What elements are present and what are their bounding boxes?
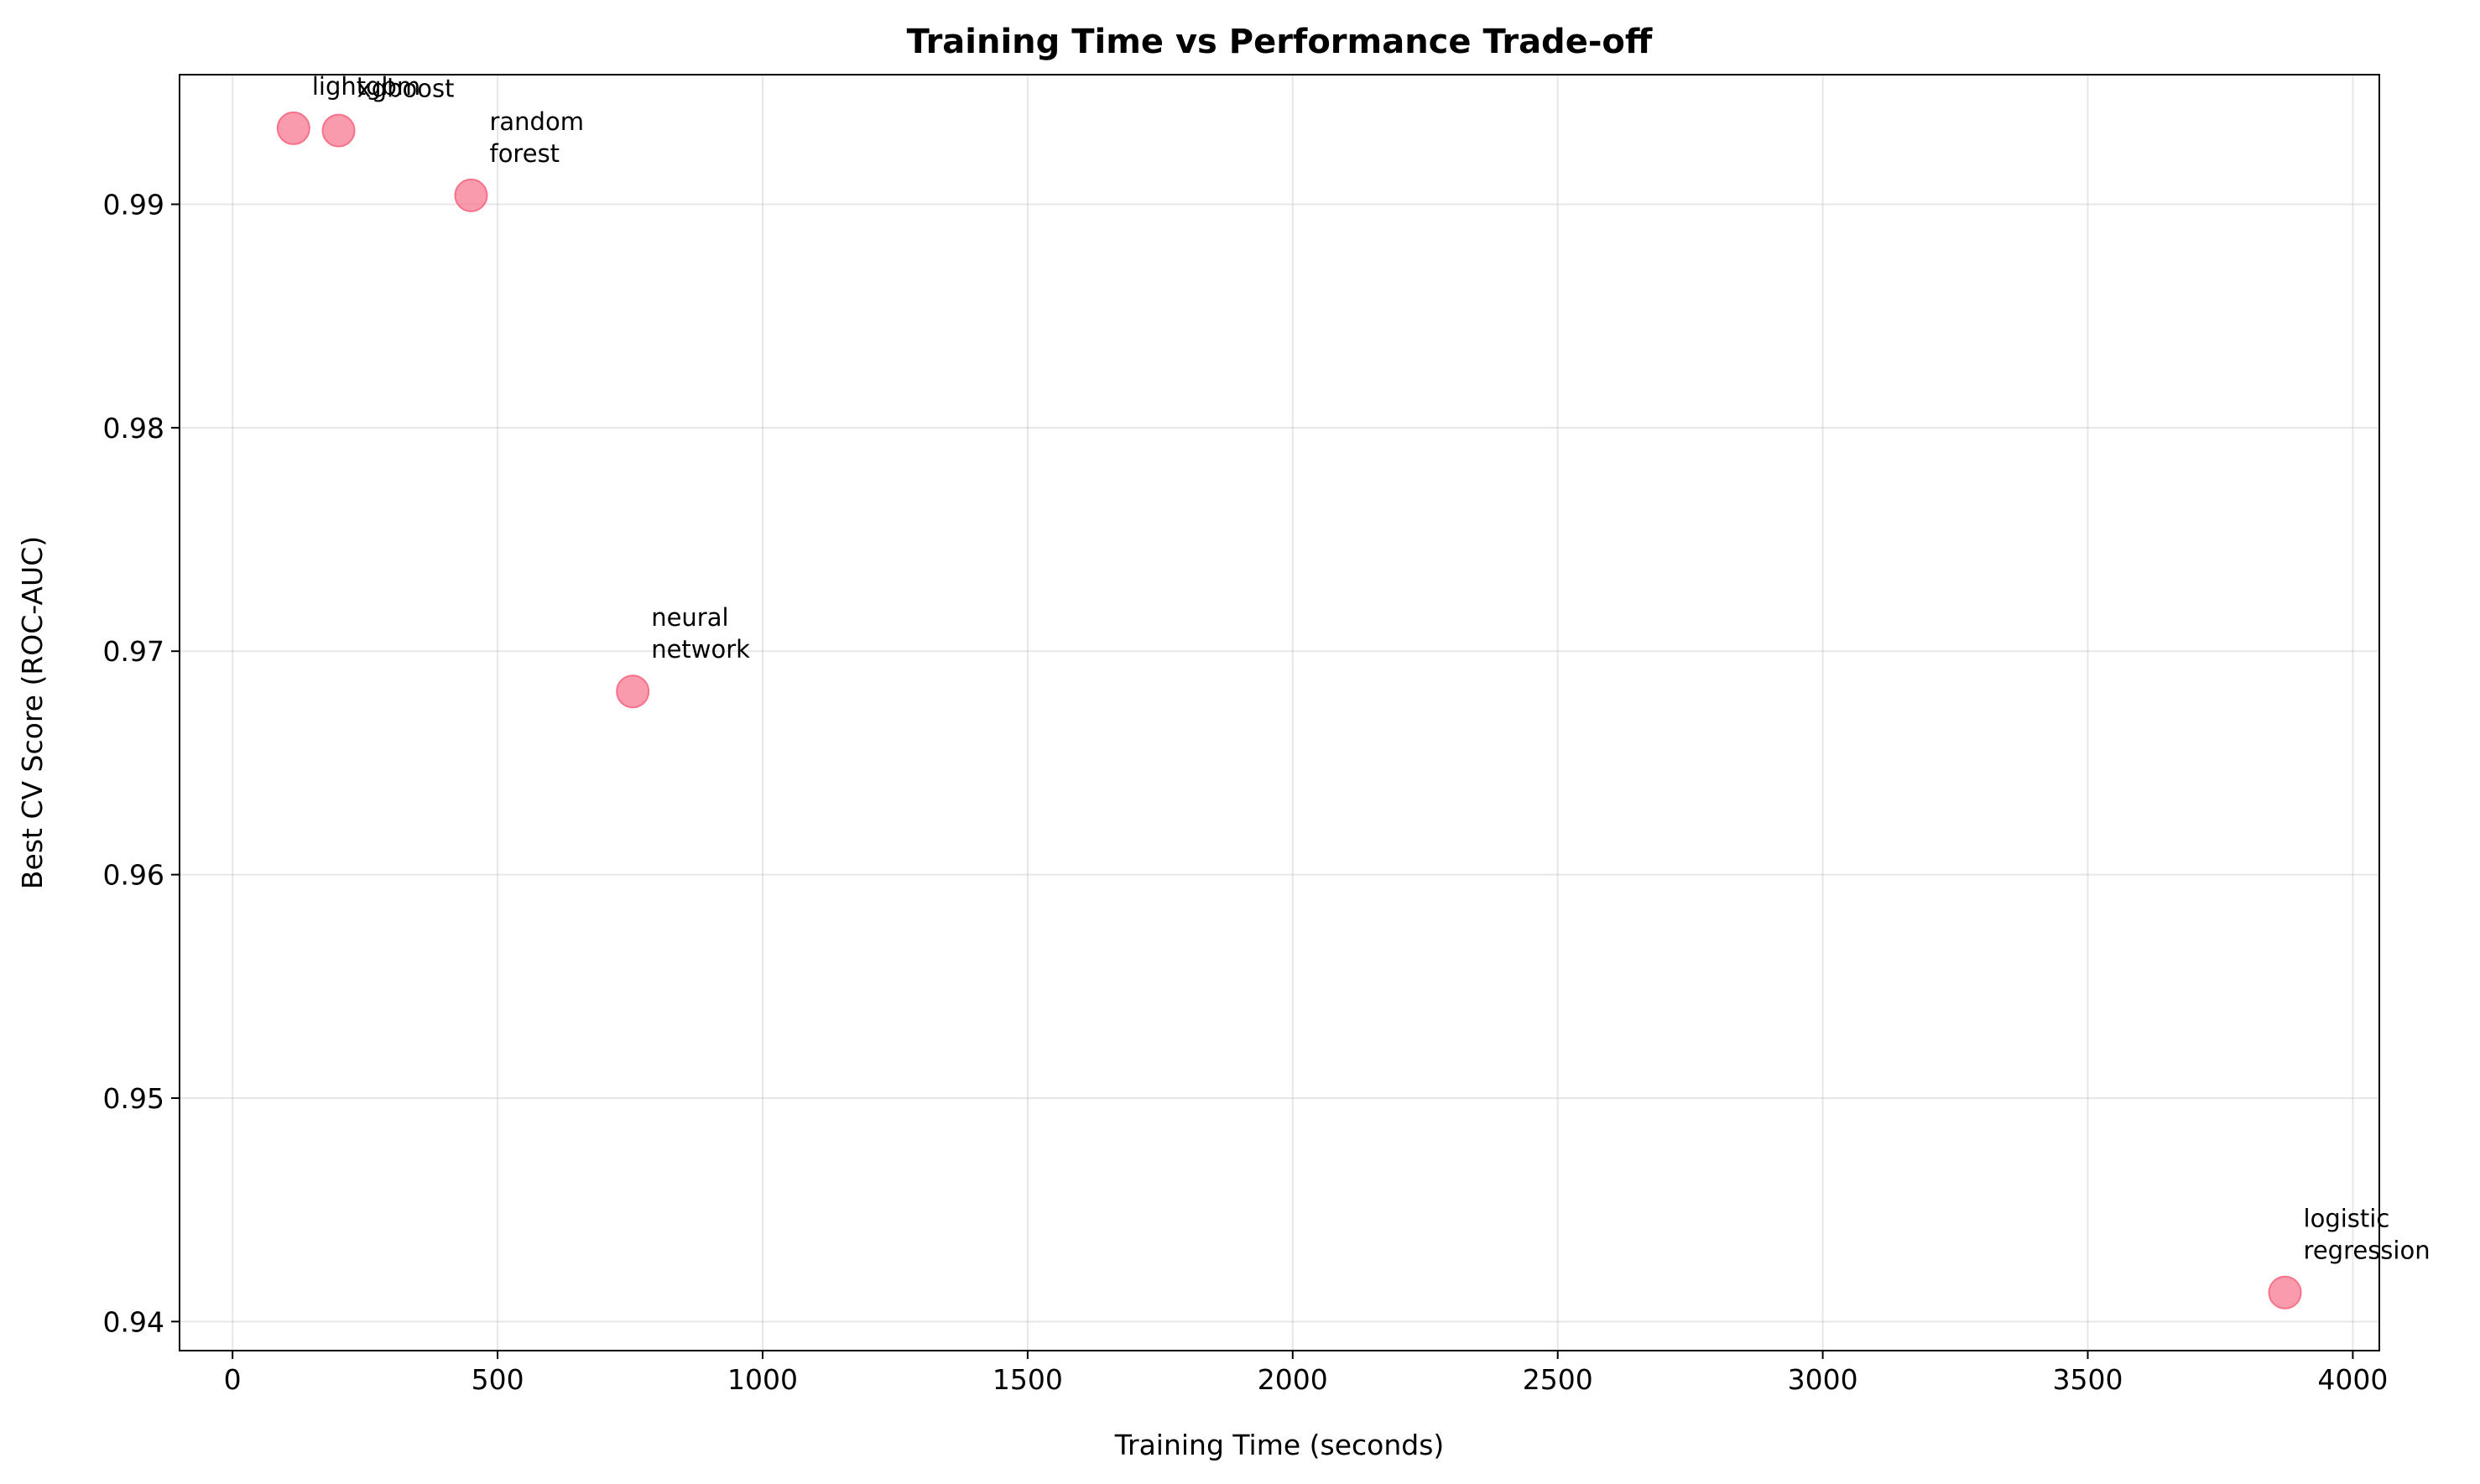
data-point xyxy=(321,113,356,148)
plot-area-frame xyxy=(179,74,2380,1351)
y-tick-label: 0.97 xyxy=(103,635,164,668)
y-axis-label: Best CV Score (ROC-AUC) xyxy=(16,536,49,889)
x-tick-label: 1500 xyxy=(993,1363,1063,1396)
y-tick-label: 0.98 xyxy=(103,412,164,445)
point-label: xgboost xyxy=(357,75,455,103)
point-label-line: random xyxy=(489,107,583,136)
data-point xyxy=(276,111,310,145)
x-tick-label: 500 xyxy=(472,1363,524,1396)
point-label-line: network xyxy=(651,635,750,664)
point-label-line: lightgbm xyxy=(312,72,420,101)
data-point xyxy=(454,178,488,212)
chart-title: Training Time vs Performance Trade-off xyxy=(907,23,1653,61)
data-point xyxy=(2268,1275,2302,1310)
point-label: neural network xyxy=(651,603,750,664)
x-tick-label: 4000 xyxy=(2317,1363,2388,1396)
axis-ticks: 0 500 1000 1500 2000 2500 3000 3500 4000 0.94 0.95… xyxy=(103,188,2389,1396)
point-label-line: regression xyxy=(2304,1237,2431,1265)
point-label: lightgbm xyxy=(312,72,420,101)
point-label: random forest xyxy=(489,107,583,168)
point-label-line: neural xyxy=(651,603,728,632)
data-points xyxy=(276,111,2302,1310)
x-tick-label: 3500 xyxy=(2053,1363,2123,1396)
grid-lines xyxy=(180,75,2379,1351)
y-tick-label: 0.99 xyxy=(103,188,164,221)
point-label: logistic regression xyxy=(2304,1205,2431,1265)
point-label-line: logistic xyxy=(2304,1205,2390,1233)
y-tick-label: 0.96 xyxy=(103,859,164,892)
x-axis-label: Training Time (seconds) xyxy=(1114,1429,1445,1461)
y-tick-label: 0.95 xyxy=(103,1082,164,1115)
x-tick-label: 2500 xyxy=(1523,1363,1593,1396)
point-label-line: xgboost xyxy=(357,75,455,103)
x-tick-label: 1000 xyxy=(727,1363,798,1396)
x-tick-label: 2000 xyxy=(1258,1363,1328,1396)
data-point xyxy=(616,674,650,709)
y-tick-label: 0.94 xyxy=(103,1305,164,1338)
point-label-line: forest xyxy=(489,139,560,168)
x-tick-label: 3000 xyxy=(1788,1363,1858,1396)
x-tick-label: 0 xyxy=(224,1363,242,1396)
